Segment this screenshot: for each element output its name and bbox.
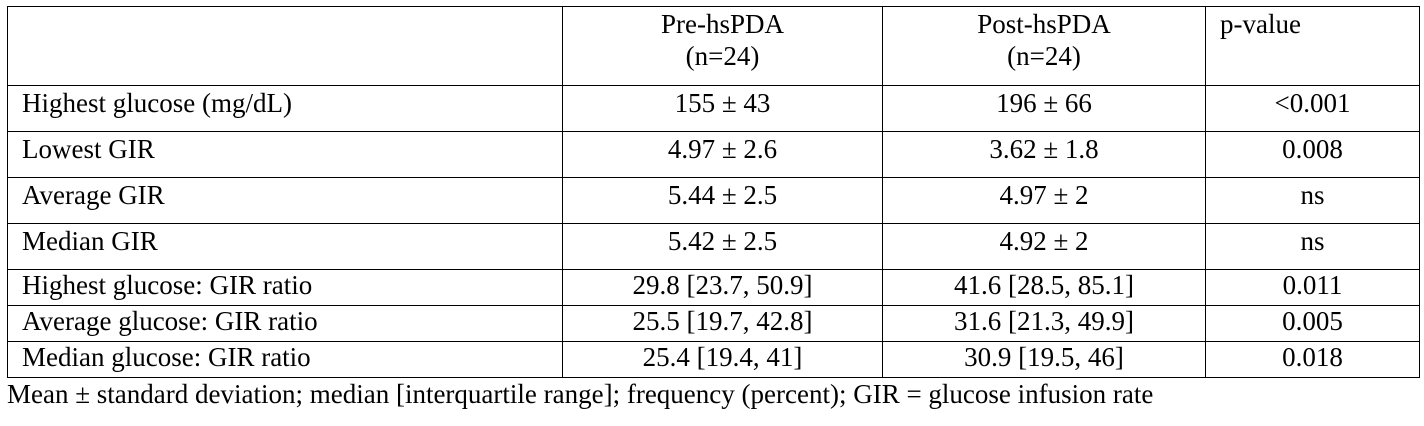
header-cell-pre-hspda: Pre-hsPDA (n=24) <box>562 6 883 86</box>
table-row: Lowest GIR 4.97 ± 2.6 3.62 ± 1.8 0.008 <box>7 131 1420 178</box>
post-value: 4.97 ± 2 <box>882 177 1206 224</box>
post-value: 3.62 ± 1.8 <box>882 131 1206 178</box>
header-post-title: Post-hsPDA <box>977 9 1111 39</box>
row-label: Average GIR <box>7 177 563 224</box>
post-value: 196 ± 66 <box>882 85 1206 132</box>
row-label: Average glucose: GIR ratio <box>7 305 563 342</box>
p-value: ns <box>1205 223 1420 270</box>
p-value: <0.001 <box>1205 85 1420 132</box>
table-header-row: Pre-hsPDA (n=24) Post-hsPDA (n=24) p-val… <box>7 6 1420 86</box>
header-post-n: (n=24) <box>1007 40 1081 71</box>
table-row: Average GIR 5.44 ± 2.5 4.97 ± 2 ns <box>7 177 1420 224</box>
p-value: 0.008 <box>1205 131 1420 178</box>
table-footnote: Mean ± standard deviation; median [inter… <box>7 379 1154 409</box>
table-row: Median glucose: GIR ratio 25.4 [19.4, 41… <box>7 341 1420 378</box>
table-row: Highest glucose: GIR ratio 29.8 [23.7, 5… <box>7 269 1420 306</box>
post-value: 4.92 ± 2 <box>882 223 1206 270</box>
row-label: Median glucose: GIR ratio <box>7 341 563 378</box>
row-label: Lowest GIR <box>7 131 563 178</box>
table-row: Average glucose: GIR ratio 25.5 [19.7, 4… <box>7 305 1420 342</box>
post-value: 31.6 [21.3, 49.9] <box>882 305 1206 342</box>
pre-value: 155 ± 43 <box>562 85 883 132</box>
table-row: Highest glucose (mg/dL) 155 ± 43 196 ± 6… <box>7 85 1420 132</box>
pre-value: 5.42 ± 2.5 <box>562 223 883 270</box>
row-label: Median GIR <box>7 223 563 270</box>
pre-value: 5.44 ± 2.5 <box>562 177 883 224</box>
header-cell-post-hspda: Post-hsPDA (n=24) <box>882 6 1206 86</box>
pre-value: 29.8 [23.7, 50.9] <box>562 269 883 306</box>
row-label: Highest glucose: GIR ratio <box>7 269 563 306</box>
p-value: 0.011 <box>1205 269 1420 306</box>
header-pre-title: Pre-hsPDA <box>660 9 784 39</box>
header-p-value-text: p-value <box>1220 9 1301 39</box>
p-value: 0.005 <box>1205 305 1420 342</box>
results-table: Pre-hsPDA (n=24) Post-hsPDA (n=24) p-val… <box>7 6 1420 378</box>
pre-value: 25.4 [19.4, 41] <box>562 341 883 378</box>
header-cell-p-value: p-value <box>1205 6 1420 86</box>
header-cell-empty <box>7 6 563 86</box>
p-value: 0.018 <box>1205 341 1420 378</box>
row-label: Highest glucose (mg/dL) <box>7 85 563 132</box>
table-row: Median GIR 5.42 ± 2.5 4.92 ± 2 ns <box>7 223 1420 270</box>
pre-value: 25.5 [19.7, 42.8] <box>562 305 883 342</box>
p-value: ns <box>1205 177 1420 224</box>
post-value: 41.6 [28.5, 85.1] <box>882 269 1206 306</box>
header-pre-n: (n=24) <box>685 40 760 71</box>
pre-value: 4.97 ± 2.6 <box>562 131 883 178</box>
post-value: 30.9 [19.5, 46] <box>882 341 1206 378</box>
